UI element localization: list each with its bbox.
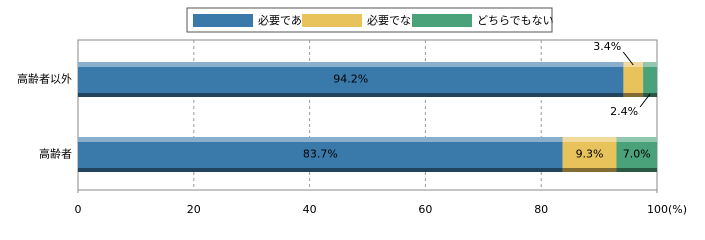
- value-label: 7.0%: [623, 148, 651, 161]
- category-label: 高齢者以外: [17, 72, 72, 86]
- bar: [643, 62, 657, 97]
- x-tick-label: 80: [534, 203, 548, 216]
- bar-shadow: [78, 93, 624, 97]
- bar-highlight: [616, 137, 657, 142]
- legend-label: どちらでもない: [477, 14, 554, 27]
- value-label: 3.4%: [593, 40, 621, 53]
- x-tick-label: 40: [303, 203, 317, 216]
- bar-shadow: [643, 93, 657, 97]
- legend-swatch: [412, 14, 472, 27]
- bar-highlight: [78, 62, 624, 67]
- legend-label: 必要でない: [367, 14, 422, 27]
- bar: [562, 137, 617, 172]
- bar-shadow: [616, 168, 657, 172]
- bar: [78, 62, 624, 97]
- bar-highlight: [643, 62, 657, 67]
- bar: [78, 137, 563, 172]
- bar-highlight: [562, 137, 617, 142]
- bar: [623, 62, 644, 97]
- x-tick-label: 60: [418, 203, 432, 216]
- category-label: 高齢者: [39, 147, 72, 161]
- bar: [616, 137, 657, 172]
- value-label: 83.7%: [303, 148, 338, 161]
- bar-highlight: [78, 137, 563, 142]
- bar-shadow: [623, 93, 644, 97]
- x-tick-label: 0: [75, 203, 82, 216]
- leader-line: [622, 51, 634, 66]
- value-label: 94.2%: [333, 73, 368, 86]
- value-label: 2.4%: [610, 105, 638, 118]
- bar-shadow: [562, 168, 617, 172]
- value-label: 9.3%: [576, 148, 604, 161]
- bar-shadow: [78, 168, 563, 172]
- legend-swatch: [193, 14, 253, 27]
- leader-line: [639, 93, 651, 108]
- x-tick-label: 100(%): [647, 203, 687, 216]
- legend-swatch: [302, 14, 362, 27]
- x-tick-label: 20: [187, 203, 201, 216]
- legend-label: 必要である: [258, 14, 313, 27]
